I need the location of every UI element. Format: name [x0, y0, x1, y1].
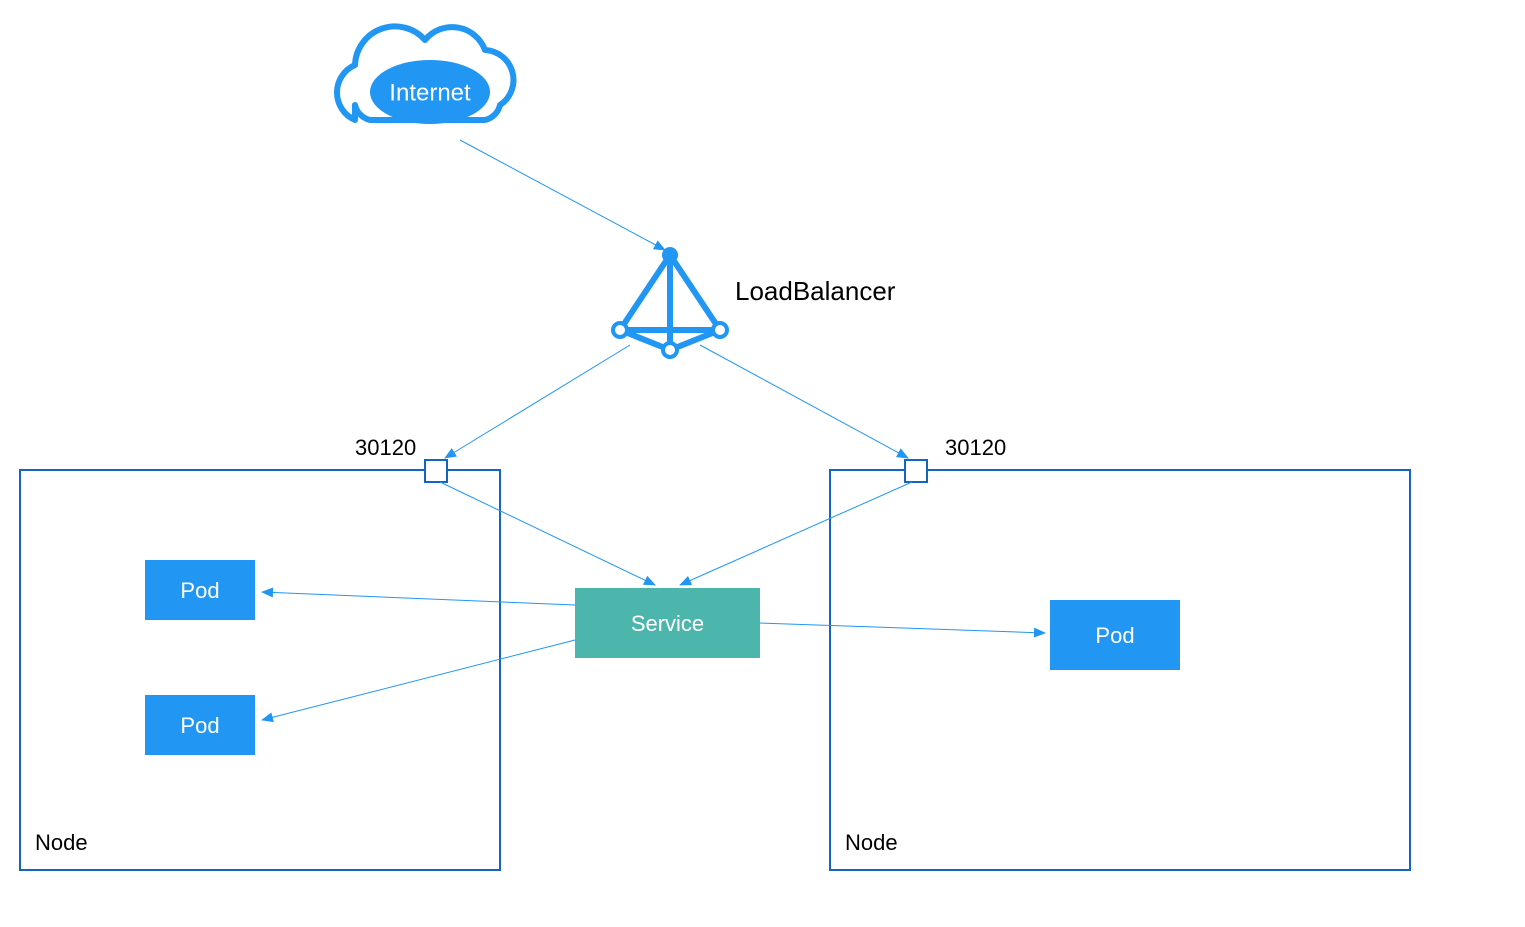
diagram-canvas: Node 30120 Pod Pod Node 30120 Pod Service LoadBa…	[0, 0, 1525, 927]
pod-label-1-1: Pod	[180, 578, 219, 603]
loadbalancer-icon	[613, 247, 727, 357]
node-label-1: Node	[35, 830, 88, 855]
edge-lb-port1	[445, 345, 630, 458]
pod-label-2-1: Pod	[1095, 623, 1134, 648]
edge-service-pod2a	[760, 623, 1045, 633]
edge-port1-service	[440, 482, 655, 585]
internet-cloud-icon: Internet	[337, 26, 513, 124]
edge-service-pod1a	[262, 592, 575, 605]
node-port-label-2: 30120	[945, 435, 1006, 460]
loadbalancer-label: LoadBalancer	[735, 276, 896, 306]
node-port-label-1: 30120	[355, 435, 416, 460]
pod-label-1-2: Pod	[180, 713, 219, 738]
node-port-1	[425, 460, 447, 482]
node-port-2	[905, 460, 927, 482]
edge-port2-service	[680, 482, 912, 585]
edge-lb-port2	[700, 345, 908, 458]
node-label-2: Node	[845, 830, 898, 855]
internet-label: Internet	[389, 79, 471, 106]
node-container-1	[20, 470, 500, 870]
edge-cloud-lb	[460, 140, 665, 250]
edge-service-pod1b	[262, 640, 575, 720]
service-label: Service	[631, 611, 704, 636]
